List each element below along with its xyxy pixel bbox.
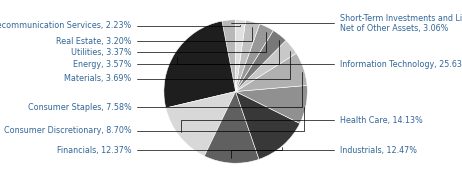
Wedge shape bbox=[236, 24, 274, 92]
Wedge shape bbox=[204, 92, 259, 163]
Wedge shape bbox=[236, 53, 307, 92]
Wedge shape bbox=[236, 92, 300, 159]
Wedge shape bbox=[166, 92, 236, 156]
Text: Information Technology, 25.63%: Information Technology, 25.63% bbox=[177, 57, 462, 69]
Text: Consumer Staples, 7.58%: Consumer Staples, 7.58% bbox=[28, 72, 302, 112]
Text: Utilities, 3.37%: Utilities, 3.37% bbox=[71, 31, 266, 57]
Wedge shape bbox=[236, 40, 296, 92]
Text: Real Estate, 3.20%: Real Estate, 3.20% bbox=[56, 27, 252, 46]
Text: Materials, 3.69%: Materials, 3.69% bbox=[64, 51, 290, 83]
Wedge shape bbox=[236, 30, 286, 92]
Wedge shape bbox=[164, 21, 236, 108]
Wedge shape bbox=[236, 20, 246, 92]
Text: Energy, 3.57%: Energy, 3.57% bbox=[73, 40, 279, 69]
Wedge shape bbox=[222, 20, 236, 92]
Wedge shape bbox=[236, 20, 260, 92]
Text: Financials, 12.37%: Financials, 12.37% bbox=[57, 146, 281, 155]
Text: Industrials, 12.47%: Industrials, 12.47% bbox=[231, 146, 417, 158]
Text: Telecommunication Services, 2.23%: Telecommunication Services, 2.23% bbox=[0, 21, 241, 30]
Wedge shape bbox=[236, 85, 307, 123]
Text: Consumer Discretionary, 8.70%: Consumer Discretionary, 8.70% bbox=[4, 107, 304, 135]
Text: Health Care, 14.13%: Health Care, 14.13% bbox=[181, 116, 422, 132]
Text: Short-Term Investments and Liabilities,
Net of Other Assets, 3.06%: Short-Term Investments and Liabilities, … bbox=[231, 14, 462, 33]
